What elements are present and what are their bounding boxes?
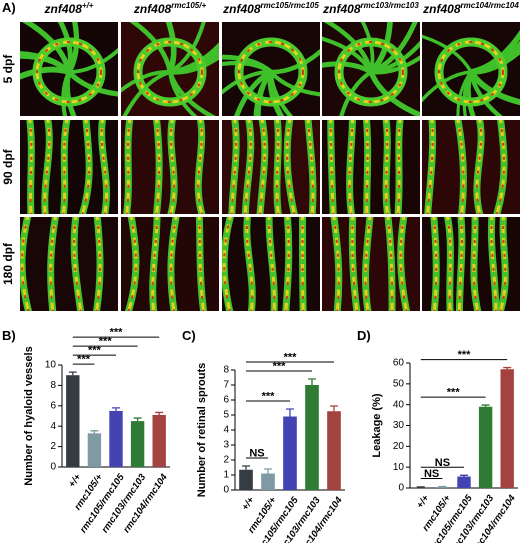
micrograph: [322, 115, 420, 219]
y-tick-label: 0: [398, 483, 404, 494]
y-tick-label: 4: [223, 425, 229, 436]
micrograph: [20, 115, 118, 219]
bar: [283, 417, 297, 491]
genotype: rmc104/rmc104: [461, 1, 520, 10]
y-tick-label: 8: [223, 365, 229, 376]
y-tick-label: 8: [50, 380, 56, 391]
y-tick-label: 1: [223, 470, 229, 481]
gene-name: znf408: [44, 2, 83, 16]
y-tick-label: 4: [50, 421, 56, 432]
bar: [131, 421, 144, 467]
panel-label: A): [2, 0, 16, 15]
y-tick-label: 6: [223, 395, 229, 406]
y-tick-label: 2: [50, 441, 56, 452]
row-label: 90 dpf: [1, 148, 15, 184]
significance-label: NS: [249, 448, 264, 460]
y-tick-label: 30: [393, 420, 405, 431]
y-tick-label: 0: [223, 485, 229, 496]
bar: [88, 433, 101, 467]
bar: [327, 411, 341, 490]
micrograph: [322, 212, 420, 316]
y-tick-label: 5: [223, 410, 229, 421]
genotype: +/+: [82, 1, 94, 10]
row-label: 5 dpf: [1, 54, 15, 84]
y-tick-label: 40: [393, 399, 405, 410]
panel-label: D): [357, 328, 371, 343]
genotype: rmc105/rmc105: [261, 1, 320, 10]
panel-label: C): [182, 328, 196, 343]
bar: [261, 474, 275, 491]
gene-name: znf408: [422, 2, 461, 16]
significance-label: NS: [424, 468, 439, 480]
bar: [153, 415, 166, 467]
significance-label: ***: [284, 352, 298, 364]
significance-label: NS: [435, 457, 450, 469]
bar: [305, 385, 319, 490]
bar: [239, 470, 253, 490]
bar: [457, 477, 470, 488]
genotype: rmc103/rmc103: [361, 1, 420, 10]
micrograph: [222, 115, 320, 219]
y-tick-label: 60: [393, 358, 405, 369]
bar: [109, 411, 122, 467]
row-label: 180 dpf: [1, 242, 15, 285]
genotype: rmc105/+: [171, 1, 206, 10]
y-tick-label: 7: [223, 380, 229, 391]
y-tick-label: 6: [50, 400, 56, 411]
y-tick-label: 20: [393, 441, 405, 452]
y-axis-label: Number of retinal sprouts: [196, 363, 208, 497]
micrograph: [422, 115, 520, 219]
micrograph: [20, 212, 118, 316]
y-tick-label: 3: [223, 440, 229, 451]
significance-label: ***: [110, 327, 124, 339]
red-haze: [322, 120, 420, 214]
gene-name: znf408: [133, 2, 172, 16]
gene-name: znf408: [322, 2, 361, 16]
y-tick-label: 50: [393, 378, 405, 389]
panel-label: B): [2, 328, 16, 343]
micrograph: [121, 115, 219, 219]
significance-label: ***: [458, 349, 472, 361]
y-tick-label: 0: [50, 462, 56, 473]
significance-label: ***: [447, 387, 461, 399]
bar: [479, 407, 492, 488]
bar: [66, 375, 79, 467]
micrograph: [422, 212, 520, 316]
micrograph: [121, 212, 219, 316]
y-tick-label: 2: [223, 455, 229, 466]
y-axis-label: Leakage (%): [371, 393, 383, 458]
gene-name: znf408: [222, 2, 261, 16]
y-tick-label: 10: [45, 360, 57, 371]
y-tick-label: 10: [393, 462, 405, 473]
bar: [501, 369, 514, 488]
significance-label: ***: [262, 391, 276, 403]
micrograph: [222, 212, 320, 316]
y-axis-label: Number of hyaloid vessels: [23, 346, 35, 485]
